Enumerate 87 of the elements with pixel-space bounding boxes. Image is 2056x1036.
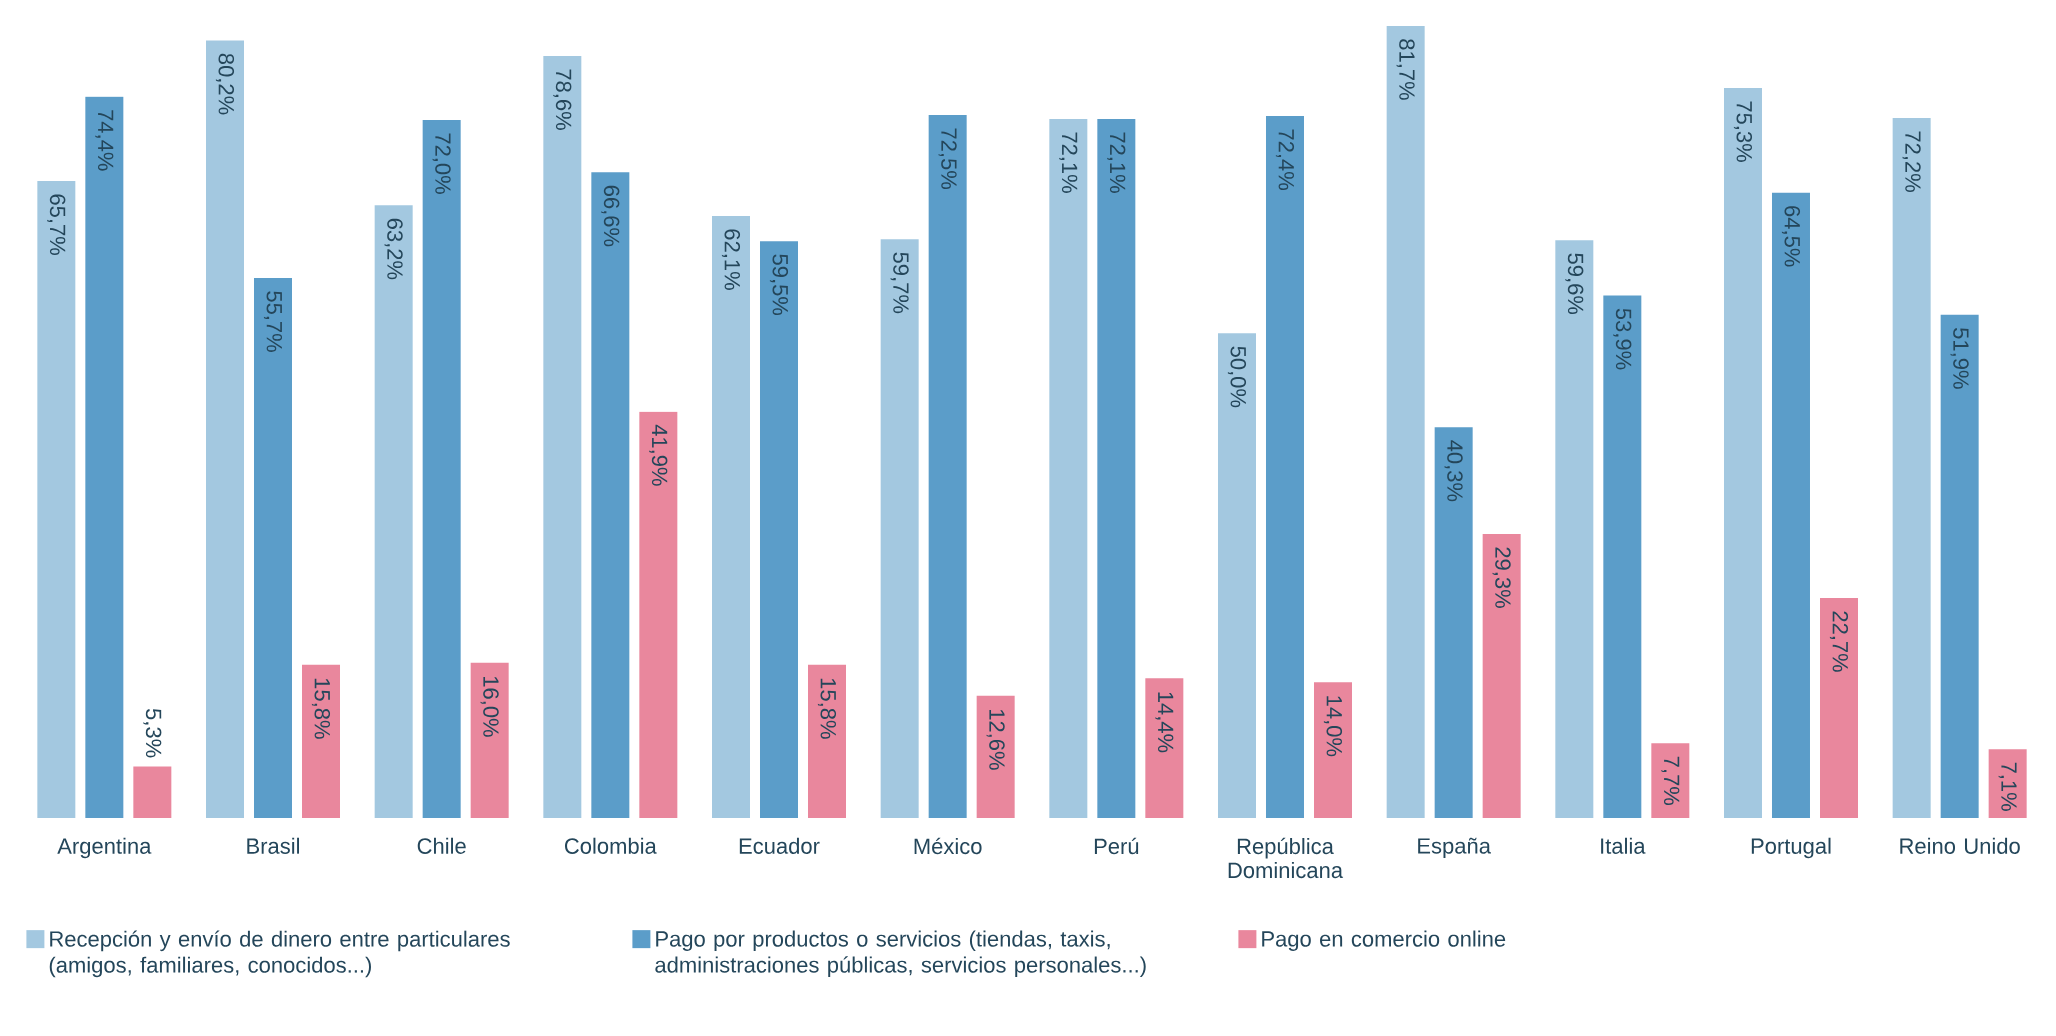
bar	[1482, 533, 1521, 818]
data-label: 22,7%	[1829, 611, 1849, 672]
bar	[1049, 118, 1088, 818]
x-tick-label: Reino Unido	[1900, 837, 2020, 854]
bar	[760, 241, 798, 818]
data-label: 72,1%	[1107, 132, 1126, 193]
data-label: 74,4%	[95, 110, 114, 171]
data-label: 51,9%	[1950, 328, 1969, 389]
bar	[1145, 678, 1184, 818]
bar	[1314, 682, 1352, 818]
bar	[1097, 118, 1136, 818]
bar	[374, 205, 413, 818]
bar	[880, 239, 919, 818]
data-label: 59,5%	[769, 254, 789, 316]
x-tick-label: México	[914, 837, 982, 855]
bar	[133, 766, 172, 818]
data-label: 72,1%	[1059, 132, 1078, 193]
bar	[712, 215, 750, 818]
data-label: 7,7%	[1661, 756, 1680, 806]
data-label: 64,5%	[1781, 206, 1801, 267]
bar	[37, 181, 76, 818]
bar	[808, 664, 846, 818]
bar	[302, 664, 340, 818]
data-label: 55,7%	[263, 291, 283, 352]
data-label: 14,4%	[1155, 692, 1174, 753]
x-tick-label: Colombia	[565, 837, 657, 854]
bar	[254, 277, 292, 818]
data-label: 5,3%	[143, 708, 162, 758]
x-tick-label: Ecuador	[739, 837, 820, 854]
bar	[1651, 743, 1690, 818]
data-label: 41,9%	[649, 424, 668, 486]
data-label: 59,7%	[890, 252, 909, 314]
x-tick-label: Chile	[417, 837, 466, 854]
bar	[976, 695, 1015, 818]
data-label: 14,0%	[1323, 696, 1343, 757]
bar	[928, 115, 967, 818]
bar	[1723, 87, 1762, 818]
data-label: 15,8%	[817, 678, 837, 739]
data-label: 7,1%	[1998, 762, 2017, 811]
x-tick-label: Italia	[1601, 837, 1646, 854]
legend-label: Pago por productos o servicios (tiendas, taxis, administraciones públicas, servicios personales...)	[655, 930, 1146, 978]
data-label: 40,3%	[1444, 440, 1463, 502]
x-tick-label: República Dominicana	[1228, 837, 1344, 879]
x-tick-label: Argentina	[57, 837, 152, 859]
bar	[1892, 117, 1931, 818]
bar	[1771, 192, 1810, 818]
bar	[1265, 116, 1304, 818]
data-label: 72,4%	[1275, 129, 1295, 191]
bar	[1555, 240, 1594, 818]
bar	[470, 662, 509, 818]
data-label: 29,3%	[1492, 547, 1511, 608]
legend-label: Recepción y envío de dinero entre particulares (amigos, familiares, conocidos...)	[49, 930, 510, 978]
bar	[639, 411, 678, 818]
data-label: 72,2%	[1902, 131, 1921, 192]
data-label: 59,6%	[1565, 253, 1584, 315]
data-label: 66,6%	[601, 185, 620, 247]
bar	[85, 96, 124, 818]
data-label: 78,6%	[553, 69, 572, 130]
data-label: 62,1%	[721, 229, 741, 290]
data-label: 80,2%	[215, 53, 235, 115]
bar	[1940, 314, 1979, 818]
x-tick-label: España	[1418, 837, 1491, 859]
data-label: 72,5%	[938, 128, 957, 190]
bar	[1988, 749, 2027, 818]
bar	[543, 55, 582, 818]
legend-label: Pago en comercio online	[1262, 930, 1506, 952]
bar	[1603, 295, 1642, 818]
bar	[1434, 427, 1473, 818]
bar	[422, 119, 461, 818]
data-label: 81,7%	[1396, 39, 1415, 100]
data-label: 15,8%	[311, 678, 331, 739]
data-label: 72,0%	[432, 133, 451, 194]
data-label: 12,6%	[986, 709, 1005, 770]
data-label: 63,2%	[384, 218, 403, 280]
bar	[1217, 333, 1256, 818]
bar	[1386, 25, 1425, 818]
data-label: 16,0%	[480, 676, 499, 737]
bar	[591, 172, 630, 818]
bar	[206, 40, 244, 818]
data-label: 53,9%	[1613, 308, 1632, 370]
x-tick-label: Portugal	[1751, 837, 1831, 859]
data-label: 75,3%	[1733, 101, 1753, 162]
x-tick-label: Brasil	[247, 837, 300, 854]
bar	[1820, 597, 1858, 818]
data-label: 65,7%	[47, 194, 66, 255]
x-tick-label: Perú	[1094, 837, 1139, 855]
data-label: 50,0%	[1227, 346, 1247, 408]
